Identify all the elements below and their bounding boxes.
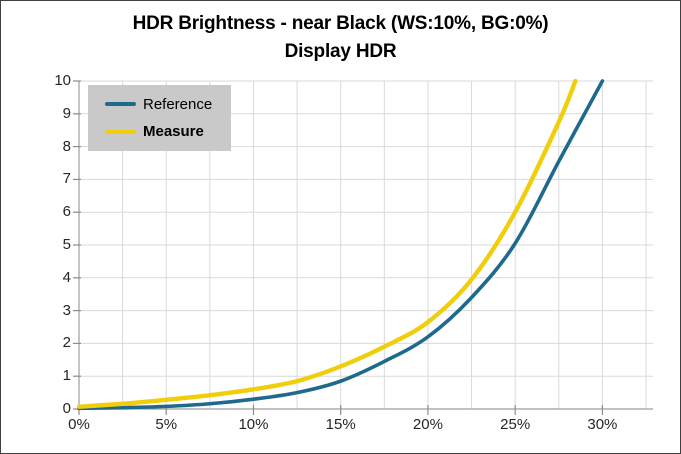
x-axis-tick-label: 20% bbox=[412, 416, 443, 433]
y-axis-tick-label: 4 bbox=[62, 268, 71, 286]
legend-label-measure: Measure bbox=[143, 123, 204, 141]
y-axis-tick-label: 6 bbox=[62, 203, 71, 221]
y-axis-tick-label: 8 bbox=[62, 137, 71, 155]
x-axis-tick-label: 5% bbox=[155, 416, 178, 433]
chart-title-line-1: HDR Brightness - near Black (WS:10%, BG:… bbox=[132, 13, 549, 34]
chart-legend: Reference Measure bbox=[88, 85, 231, 151]
measure-line-swatch bbox=[105, 129, 136, 134]
y-axis-tick-label: 7 bbox=[62, 170, 71, 188]
legend-entry-reference: Reference bbox=[88, 96, 231, 113]
x-axis-tick-label: 25% bbox=[500, 416, 531, 433]
y-axis-tick-label: 2 bbox=[62, 334, 71, 352]
legend-entry-measure: Measure bbox=[88, 123, 231, 140]
series-line-reference bbox=[77, 79, 605, 411]
y-axis-tick-label: 10 bbox=[54, 72, 71, 89]
y-axis-tick-label: 3 bbox=[62, 301, 71, 319]
legend-label-reference: Reference bbox=[143, 95, 213, 113]
x-axis-tick-label: 10% bbox=[238, 416, 269, 433]
chart-title: HDR Brightness - near Black (WS:10%, BG:… bbox=[1, 10, 680, 66]
x-axis-tick-label: 15% bbox=[325, 416, 356, 433]
series-line-measure bbox=[77, 78, 578, 409]
reference-line-swatch bbox=[105, 102, 136, 107]
x-axis-tick-label: 0% bbox=[68, 416, 90, 433]
y-axis-tick-label: 9 bbox=[62, 104, 71, 122]
x-axis-tick-label: 30% bbox=[587, 416, 618, 433]
y-axis-tick-label: 5 bbox=[62, 236, 71, 253]
chart-title-line-2: Display HDR bbox=[284, 41, 397, 62]
y-axis-tick-label: 0 bbox=[62, 400, 71, 417]
y-axis-tick-label: 1 bbox=[62, 367, 71, 385]
